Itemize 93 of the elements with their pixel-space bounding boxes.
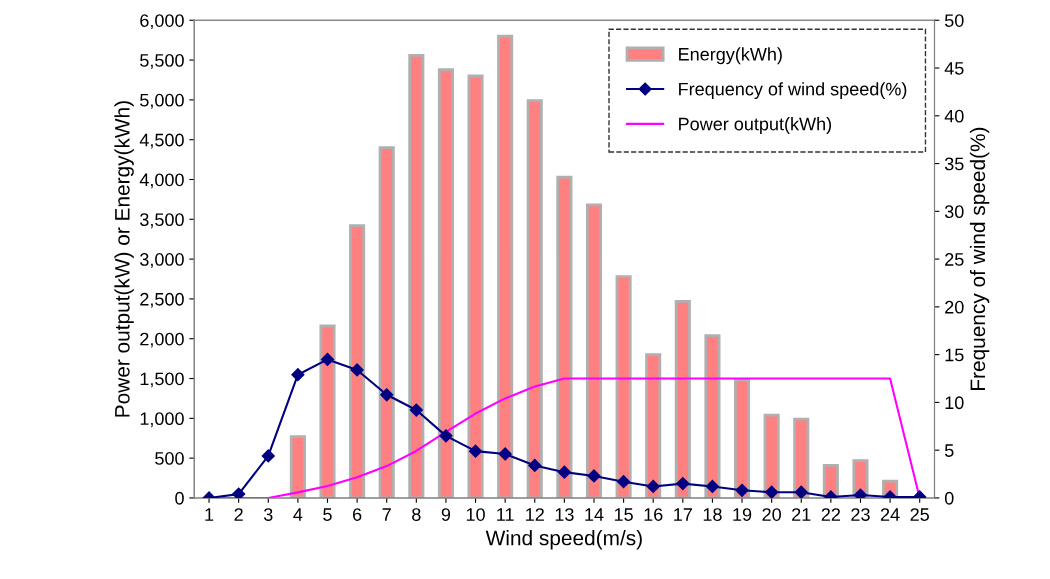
x-tick-label: 19 — [733, 508, 752, 521]
y2-tick-label: 35 — [944, 157, 964, 171]
point — [468, 444, 483, 458]
y2-tick-label: 40 — [944, 109, 964, 123]
legend-label: Frequency of wind speed(%) — [679, 82, 907, 100]
y-tick-label: 3,500 — [140, 213, 184, 229]
y2-tick-label: 5 — [944, 444, 954, 457]
point — [380, 388, 394, 402]
x-tick-label: 11 — [497, 508, 514, 521]
x-tick-label: 23 — [851, 508, 870, 521]
y2-tick-label: 15 — [945, 348, 964, 362]
x-tick-label: 2 — [234, 508, 243, 521]
point — [291, 368, 305, 382]
x-axis-title: Wind speed(m/s) — [485, 530, 642, 550]
x-tick-label: 18 — [703, 508, 722, 521]
point — [320, 352, 335, 367]
x-tick-label: 8 — [412, 508, 421, 521]
point — [765, 485, 779, 498]
y2-tick-label: 10 — [945, 396, 964, 410]
point — [646, 479, 660, 494]
x-tick-label: 13 — [555, 508, 574, 521]
bar — [437, 68, 454, 498]
y2-axis-title: Frequency of wind speed(%) — [969, 127, 990, 390]
x-tick-label: 1 — [205, 508, 214, 521]
legend-label: Power output(kWh) — [679, 117, 832, 134]
y-tick-label: 2,000 — [140, 332, 184, 348]
y-axis-title: Power output(kW) or Energy(kWh) — [114, 101, 134, 417]
y-tick-label: 4,000 — [139, 173, 184, 189]
y-tick-label: 1,000 — [140, 412, 184, 428]
point — [409, 403, 423, 417]
y2-tick-label: 0 — [944, 491, 954, 505]
point — [705, 479, 720, 494]
y-tick-label: 1,500 — [140, 372, 184, 388]
point — [587, 469, 601, 483]
point — [439, 429, 453, 443]
bar — [497, 34, 514, 498]
y-tick-label: 4,500 — [139, 133, 184, 149]
x-tick-label: 9 — [441, 508, 451, 521]
bar — [408, 53, 425, 498]
y-tick-label: 2,500 — [140, 292, 184, 308]
x-tick-label: 5 — [323, 508, 332, 521]
legend-label: Energy(kWh) — [679, 47, 782, 65]
bar — [378, 146, 395, 498]
x-tick-label: 7 — [382, 508, 391, 521]
point — [232, 487, 246, 498]
bar — [645, 353, 662, 498]
y2-tick-label: 30 — [944, 205, 964, 219]
x-tick-label: 10 — [466, 508, 485, 521]
point — [498, 447, 512, 461]
bar — [733, 378, 751, 498]
bar — [585, 203, 603, 498]
x-tick-label: 6 — [353, 508, 362, 521]
bar — [763, 413, 780, 498]
x-tick-label: 4 — [293, 508, 303, 521]
point — [617, 475, 631, 489]
bar — [556, 175, 573, 498]
x-tick-label: 17 — [674, 508, 692, 521]
bar — [467, 74, 484, 498]
y-tick-label: 5,500 — [140, 54, 184, 69]
x-tick-label: 25 — [910, 508, 929, 521]
point — [350, 363, 364, 377]
x-tick-label: 16 — [644, 508, 663, 521]
point — [261, 449, 275, 463]
bar — [674, 299, 691, 498]
bar — [704, 334, 721, 498]
x-tick-label: 3 — [263, 508, 273, 521]
point — [794, 485, 808, 498]
point — [528, 458, 542, 473]
x-tick-label: 12 — [526, 508, 544, 521]
bar — [615, 275, 632, 498]
x-tick-label: 14 — [585, 508, 604, 521]
y-tick-label: 500 — [155, 452, 184, 465]
y-tick-label: 3,000 — [140, 253, 184, 268]
point — [735, 483, 749, 497]
bar — [793, 417, 810, 498]
x-tick-label: 22 — [821, 508, 840, 521]
y2-tick-label: 25 — [945, 253, 964, 266]
y2-tick-label: 20 — [945, 300, 964, 314]
x-tick-label: 24 — [880, 508, 900, 521]
x-tick-label: 21 — [792, 508, 811, 521]
y-tick-label: 6,000 — [140, 14, 184, 30]
point — [557, 465, 571, 479]
point — [676, 477, 690, 491]
y2-tick-label: 45 — [944, 62, 964, 75]
x-tick-label: 20 — [762, 508, 781, 521]
y-tick-label: 0 — [175, 491, 184, 505]
bar — [319, 324, 336, 498]
bar — [349, 224, 366, 498]
y2-tick-label: 50 — [944, 14, 964, 27]
bar — [526, 99, 543, 498]
x-tick-label: 15 — [614, 508, 633, 521]
bar — [289, 435, 306, 498]
y-tick-label: 5,000 — [140, 93, 184, 109]
